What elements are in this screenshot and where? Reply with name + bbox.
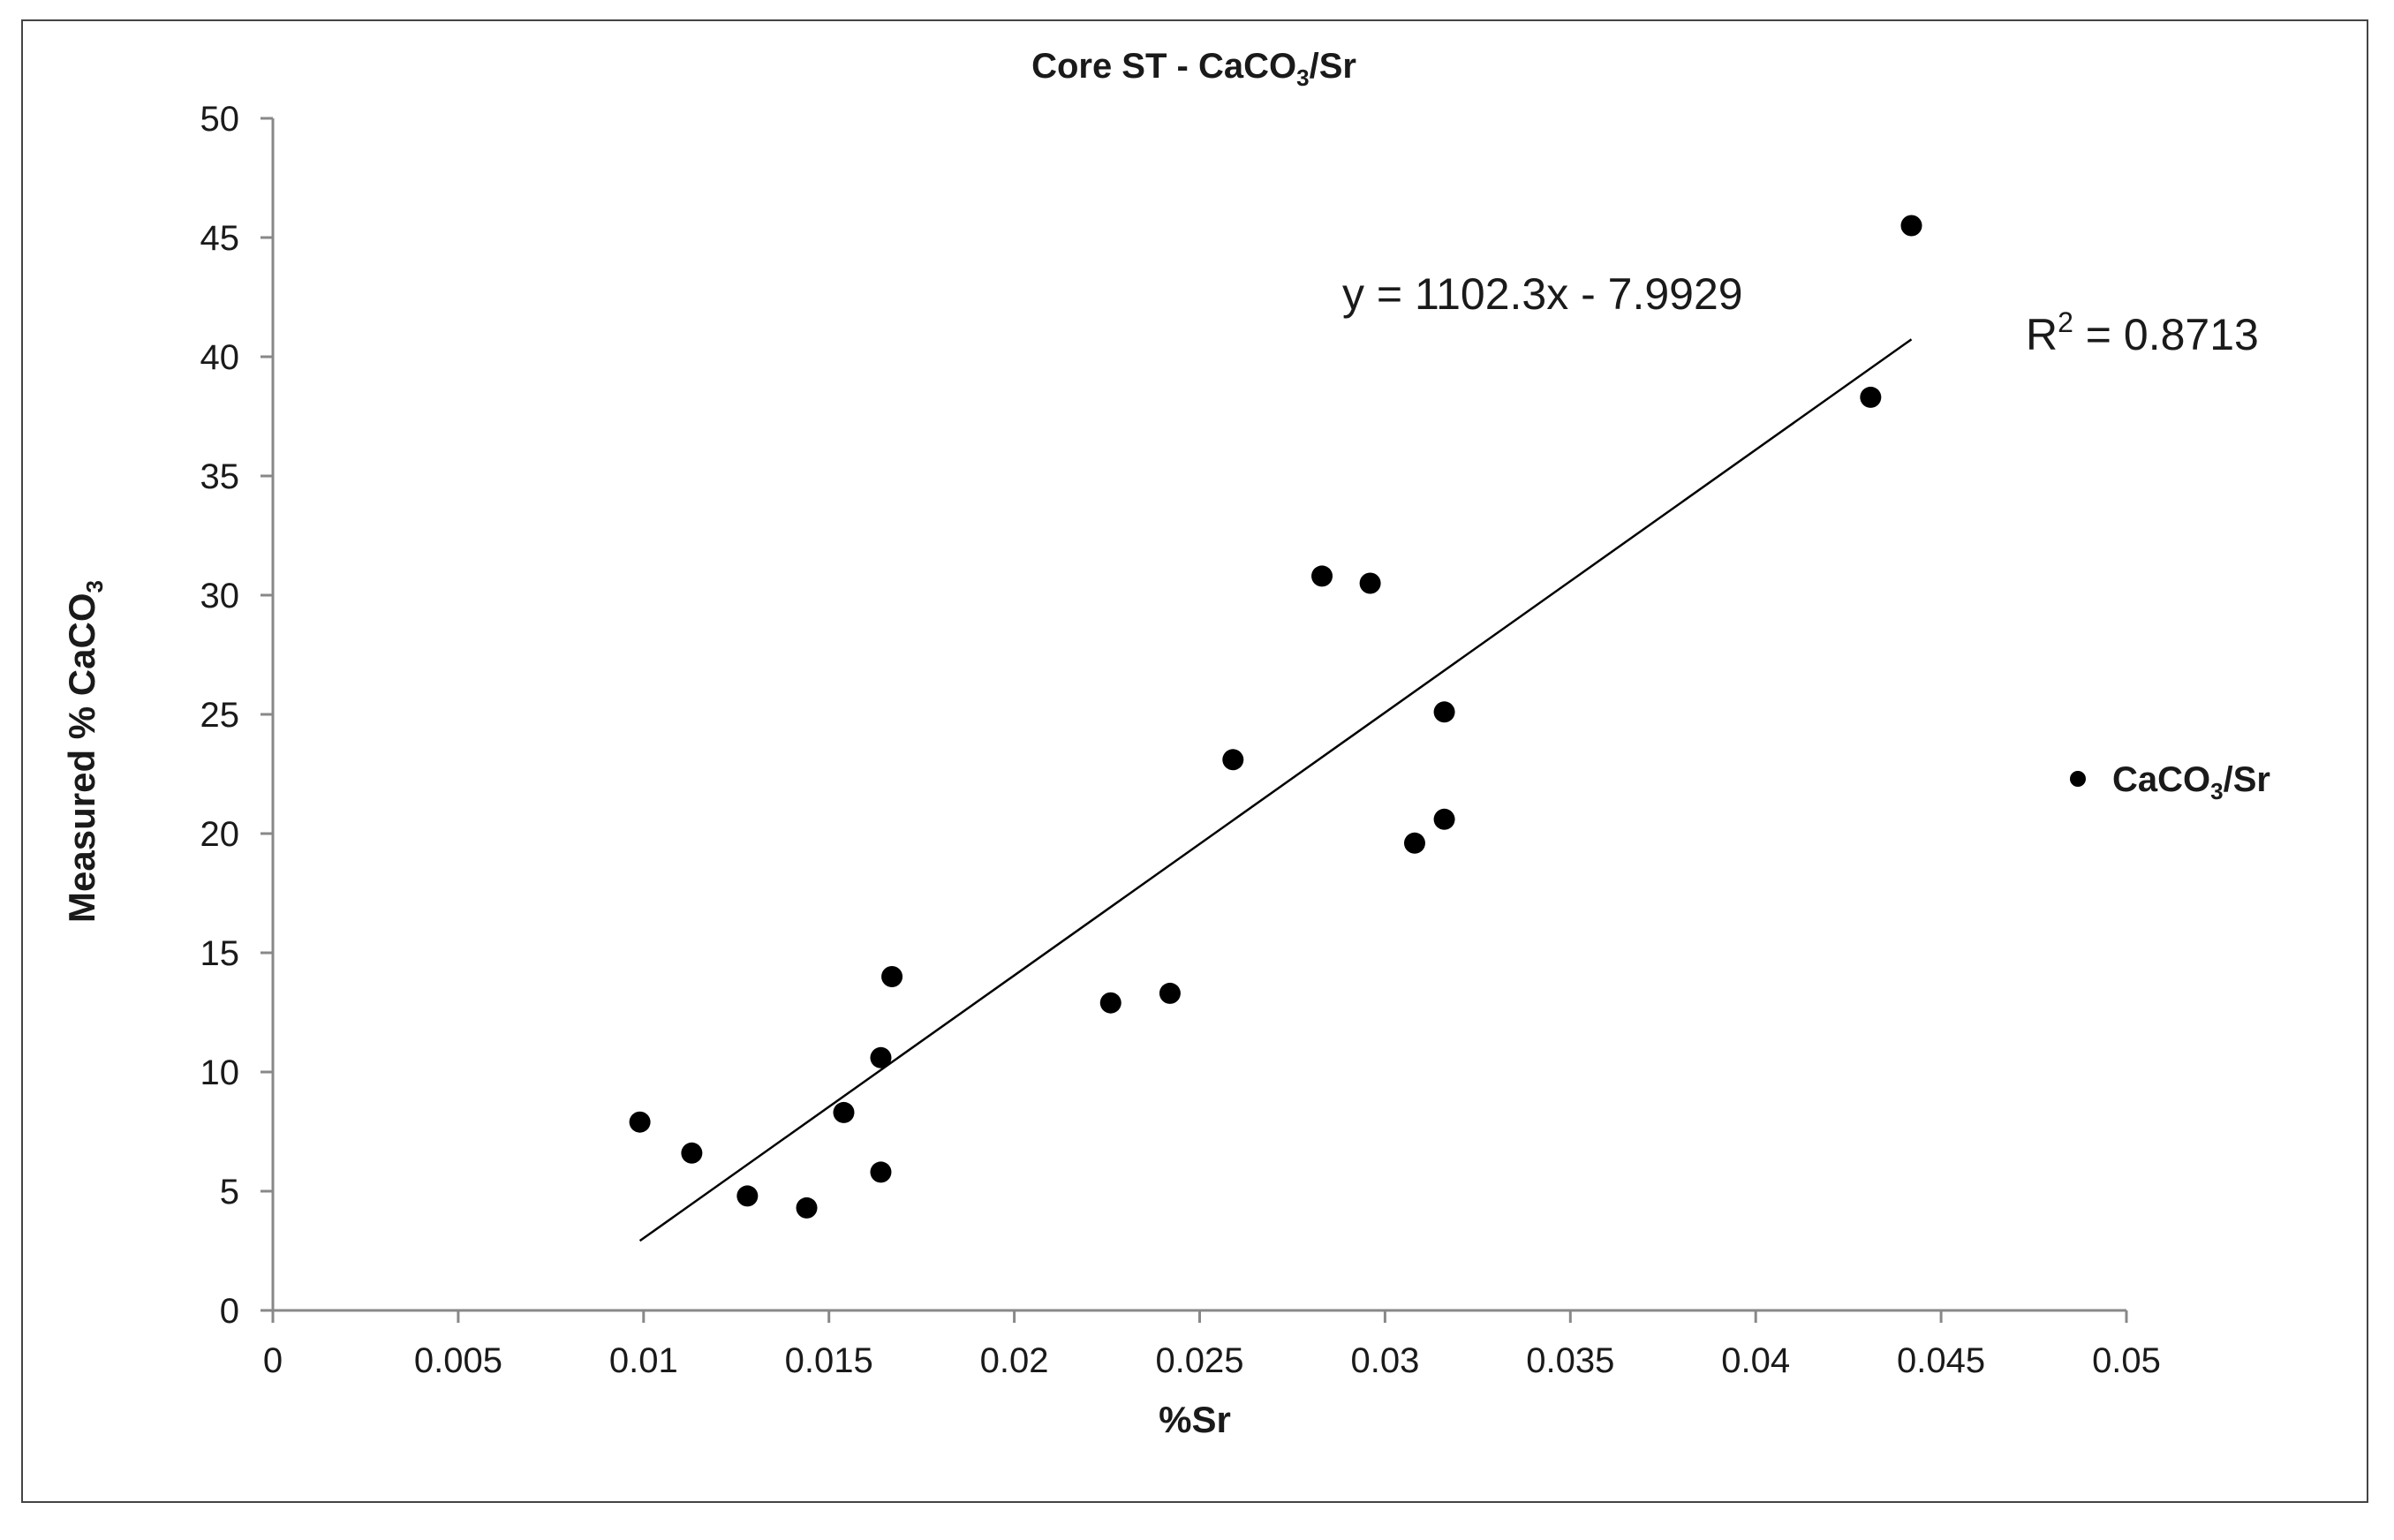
x-tick-label: 0.035 (1526, 1341, 1614, 1380)
data-point (681, 1142, 703, 1164)
legend-label: CaCO3/Sr (2112, 760, 2270, 804)
data-point (736, 1185, 759, 1207)
y-tick-label: 35 (200, 457, 240, 496)
x-tick-label: 0.025 (1155, 1341, 1243, 1380)
y-axis-ticks: 0 5 10 15 20 25 30 35 40 45 50 (200, 100, 273, 1331)
x-tick-label: 0.05 (2092, 1341, 2161, 1380)
x-tick-label: 0.04 (1721, 1341, 1790, 1380)
legend-marker (2070, 771, 2086, 787)
y-tick-label: 15 (200, 934, 240, 973)
data-point (1860, 386, 1882, 408)
scatter-chart: Core ST - CaCO3/Sr Measured % CaCO3 %Sr … (61, 47, 2270, 1440)
y-tick-label: 45 (200, 219, 240, 258)
data-points (629, 215, 1922, 1219)
x-tick-label: 0.045 (1897, 1341, 1985, 1380)
data-point (1159, 982, 1181, 1004)
x-axis-title: %Sr (1159, 1399, 1231, 1440)
x-tick-label: 0 (263, 1341, 283, 1380)
data-point (1900, 215, 1922, 237)
y-tick-label: 50 (200, 100, 240, 139)
data-point (1359, 572, 1381, 594)
chart-title: Core ST - CaCO3/Sr (1031, 47, 1356, 91)
data-point (1403, 832, 1425, 854)
data-point (1222, 749, 1244, 771)
y-tick-label: 5 (220, 1173, 239, 1212)
x-tick-label: 0.01 (609, 1341, 678, 1380)
data-point (629, 1111, 651, 1133)
r-squared-label: R2 = 0.8713 (2026, 306, 2259, 359)
chart-frame: Core ST - CaCO3/Sr Measured % CaCO3 %Sr … (21, 19, 2368, 1503)
x-axis-ticks: 0 0.005 0.01 0.015 0.02 0.025 0.03 0.035 0.04 0.0… (263, 1310, 2161, 1380)
x-tick-label: 0.015 (785, 1341, 873, 1380)
data-point (796, 1197, 818, 1219)
legend: CaCO3/Sr (2070, 760, 2270, 804)
y-axis-title: Measured % CaCO3 (61, 580, 108, 923)
data-point (1311, 565, 1333, 587)
data-point (881, 966, 903, 987)
data-point (1433, 808, 1455, 830)
data-point (870, 1046, 892, 1068)
trendline-equation: y = 1102.3x - 7.9929 (1342, 269, 1743, 319)
x-tick-label: 0.02 (980, 1341, 1049, 1380)
y-tick-label: 25 (200, 696, 240, 735)
y-tick-label: 30 (200, 577, 240, 615)
data-point (833, 1101, 855, 1123)
x-tick-label: 0.005 (414, 1341, 502, 1380)
data-point (1099, 992, 1121, 1014)
y-tick-label: 40 (200, 338, 240, 377)
y-tick-label: 20 (200, 815, 240, 854)
y-tick-label: 0 (220, 1292, 239, 1331)
data-point (870, 1161, 892, 1183)
data-point (1433, 701, 1455, 723)
trendline (638, 338, 1913, 1242)
y-tick-label: 10 (200, 1053, 240, 1092)
x-tick-label: 0.03 (1350, 1341, 1419, 1380)
